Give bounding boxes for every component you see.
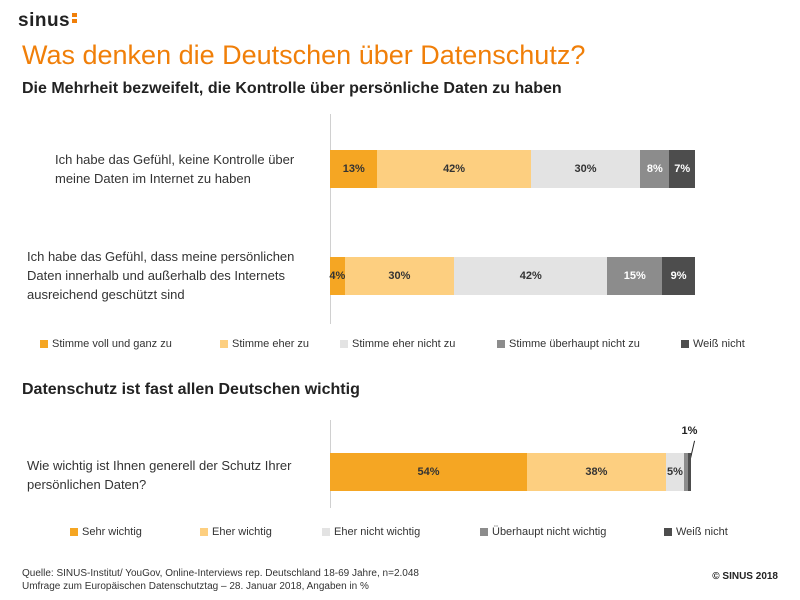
page-title: Was denken die Deutschen über Datenschut…: [22, 40, 586, 70]
legend-item: Stimme eher nicht zu: [340, 338, 455, 350]
copyright: © SINUS 2018: [712, 571, 778, 582]
category-label-line: Ich habe das Gefühl, dass meine persönli…: [27, 249, 295, 264]
legend-swatch: [480, 528, 488, 536]
chart-legend: Stimme voll und ganz zu Stimme eher zu Sti…: [40, 338, 780, 354]
legend-item: Weiß nicht: [681, 338, 745, 350]
bar-segment: [687, 453, 692, 491]
category-label-line: meine Daten im Internet zu haben: [55, 171, 251, 186]
bar-segment: 54%: [330, 453, 528, 491]
source-line-2: Umfrage zum Europäischen Datenschutztag …: [22, 581, 369, 592]
data-label: 30%: [388, 270, 411, 282]
bar-segment: 42%: [454, 257, 608, 295]
legend-swatch: [40, 340, 48, 348]
bar-segment: 4%: [329, 257, 346, 295]
legend-item: Überhaupt nicht wichtig: [480, 526, 606, 538]
data-label: 54%: [417, 466, 440, 478]
legend-swatch: [340, 340, 348, 348]
bar-segment: 8%: [640, 150, 670, 188]
legend-item: Stimme voll und ganz zu: [40, 338, 172, 350]
data-label: 30%: [574, 163, 597, 175]
data-label: 9%: [670, 270, 687, 282]
page-subtitle: Die Mehrheit bezweifelt, die Kontrolle ü…: [22, 80, 562, 97]
data-label: 7%: [674, 163, 691, 175]
legend-item: Eher nicht wichtig: [322, 526, 420, 538]
bar-segment: 30%: [344, 257, 455, 295]
data-label: 13%: [342, 163, 365, 175]
bar-segment: 9%: [662, 257, 695, 295]
data-label: 8%: [646, 163, 663, 175]
chart-legend: Sehr wichtig Eher wichtig Eher nicht wicht…: [40, 526, 780, 542]
legend-item: Weiß nicht: [664, 526, 728, 538]
category-label-line: Ich habe das Gefühl, keine Kontrolle übe…: [55, 152, 295, 167]
section-title-wichtig: Datenschutz ist fast allen Deutschen wic…: [22, 381, 360, 398]
legend-label: Weiß nicht: [693, 338, 745, 350]
legend-swatch: [664, 528, 672, 536]
bar-segment: 30%: [530, 150, 641, 188]
source-note: Quelle: SINUS-Institut/ YouGov, Online-I…: [22, 567, 419, 593]
category-label-line: persönlichen Daten?: [27, 477, 147, 492]
category-label-line: ausreichend geschützt sind: [27, 287, 185, 302]
category-label: Wie wichtig ist Ihnen generell der Schut…: [27, 456, 291, 494]
legend-swatch: [70, 528, 78, 536]
data-label: 42%: [519, 270, 542, 282]
legend-label: Eher nicht wichtig: [334, 526, 421, 538]
data-label: 5%: [666, 466, 683, 478]
bar-segment: 13%: [330, 150, 378, 188]
legend-item: Stimme eher zu: [220, 338, 309, 350]
data-label: 4%: [329, 270, 346, 282]
bar-segment: 38%: [527, 453, 666, 491]
logo-mark-icon: [72, 13, 78, 25]
category-label-line: Wie wichtig ist Ihnen generell der Schut…: [27, 458, 292, 473]
legend-swatch: [322, 528, 330, 536]
legend-item: Eher wichtig: [200, 526, 272, 538]
category-label-line: Daten innerhalb und außerhalb des Intern…: [27, 268, 286, 283]
data-label-callout: 1%: [681, 425, 698, 437]
bar-segment: 5%: [665, 453, 685, 491]
legend-label: Stimme eher nicht zu: [352, 338, 456, 350]
source-line-1: Quelle: SINUS-Institut/ YouGov, Online-I…: [22, 568, 419, 579]
legend-item: Sehr wichtig: [70, 526, 142, 538]
legend-label: Überhaupt nicht wichtig: [492, 526, 607, 538]
category-label: Ich habe das Gefühl, keine Kontrolle übe…: [55, 150, 294, 188]
legend-swatch: [681, 340, 689, 348]
bar-segment: 42%: [377, 150, 531, 188]
legend-item: Stimme überhaupt nicht zu: [497, 338, 640, 350]
bar-segment: 15%: [607, 257, 663, 295]
legend-label: Sehr wichtig: [82, 526, 142, 538]
logo-text: sinus: [18, 10, 71, 31]
bar-segment: [684, 453, 688, 491]
legend-label: Stimme überhaupt nicht zu: [509, 338, 640, 350]
legend-swatch: [220, 340, 228, 348]
bar-segment: 7%: [669, 150, 695, 188]
legend-label: Weiß nicht: [676, 526, 728, 538]
sinus-logo: sinus: [18, 10, 78, 32]
data-label: 38%: [585, 466, 608, 478]
legend-label: Eher wichtig: [212, 526, 272, 538]
legend-label: Stimme eher zu: [232, 338, 310, 350]
category-label: Ich habe das Gefühl, dass meine persönli…: [27, 247, 294, 304]
legend-label: Stimme voll und ganz zu: [52, 338, 172, 350]
data-label: 42%: [443, 163, 466, 175]
legend-swatch: [200, 528, 208, 536]
data-label: 15%: [623, 270, 646, 282]
chart-axis-line: [330, 114, 331, 324]
legend-swatch: [497, 340, 505, 348]
